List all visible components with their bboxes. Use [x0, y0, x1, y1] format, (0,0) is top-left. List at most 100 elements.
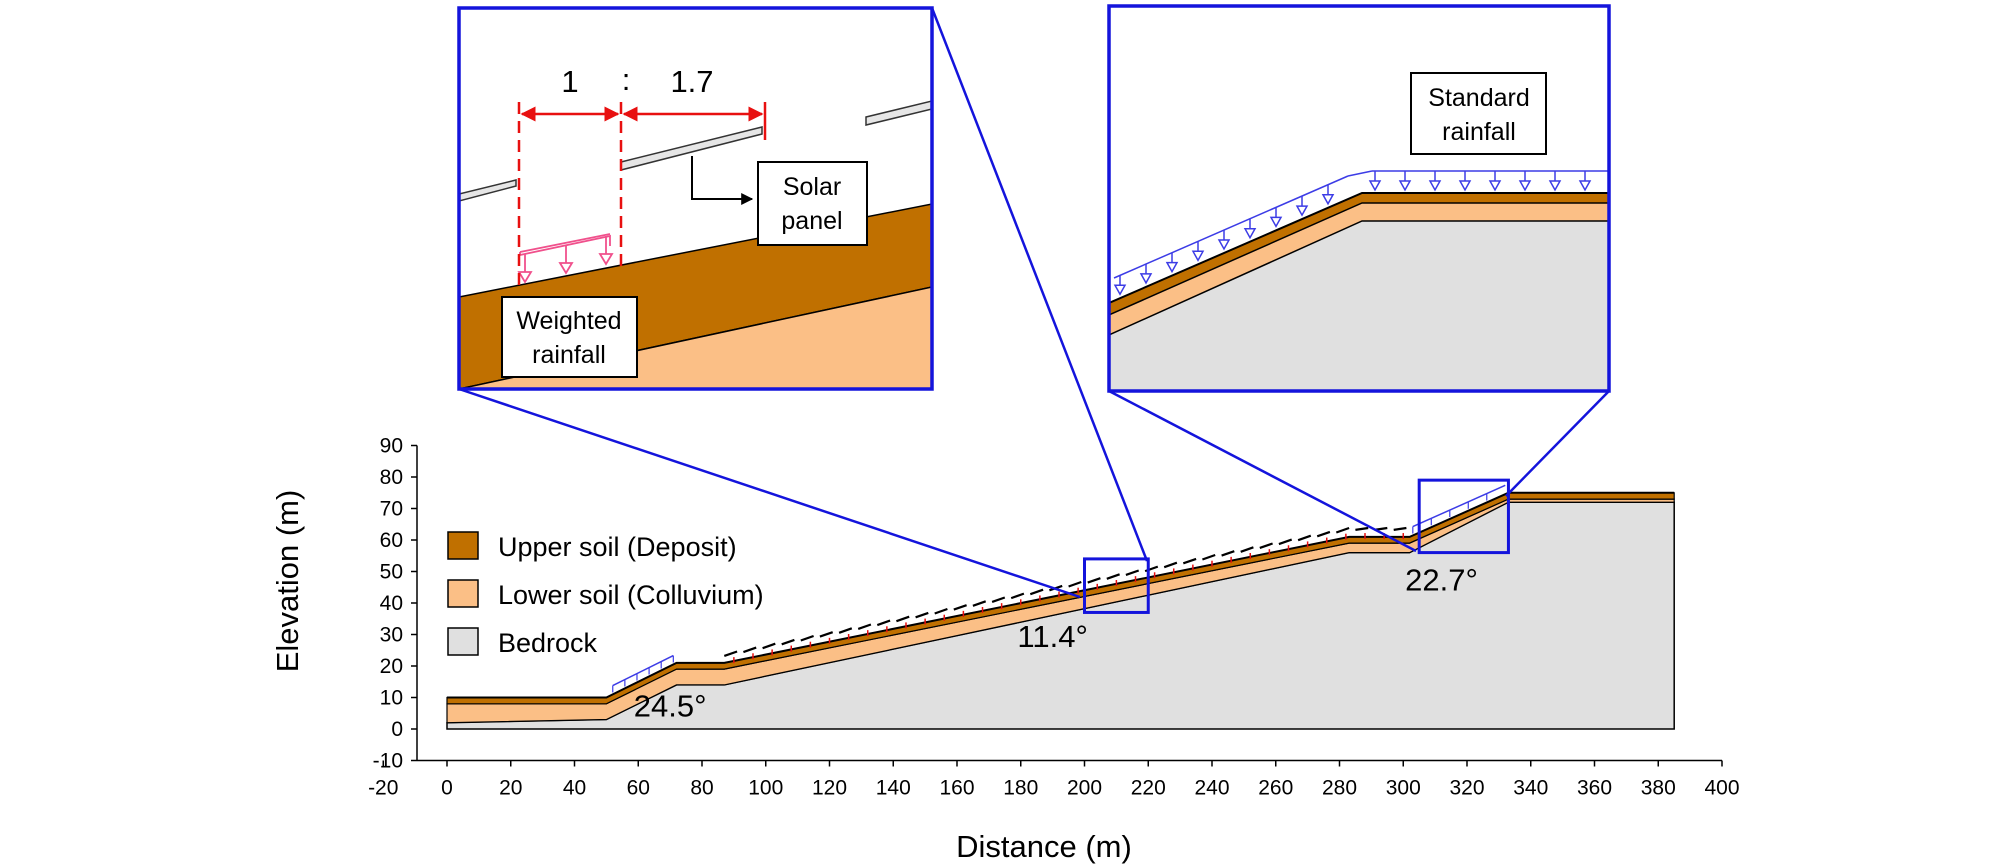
connector-right-b	[1505, 390, 1610, 497]
x-tick-label: 320	[1449, 777, 1484, 800]
std-rain-arrowhead	[1428, 180, 1442, 192]
connector-left-b	[930, 7, 1149, 562]
x-tick-label: 140	[876, 777, 911, 800]
weighted-rainfall-label-line2: rainfall	[532, 341, 606, 369]
solar-panels	[612, 484, 1506, 693]
x-tick-label: 380	[1641, 777, 1676, 800]
std-rain-arrowhead	[1295, 205, 1309, 217]
standard-rainfall-label-line2: rainfall	[1442, 118, 1516, 146]
legend-label-upper-soil: Upper soil (Deposit)	[498, 532, 737, 562]
soil-layers	[446, 491, 1675, 730]
legend-label-lower-soil: Lower soil (Colluvium)	[498, 580, 764, 610]
y-tick-label: 50	[380, 561, 403, 584]
y-tick-label: 10	[380, 687, 403, 710]
std-rain-arrowhead	[1368, 180, 1382, 192]
x-tick-label: 120	[812, 777, 847, 800]
y-tick-label: 80	[380, 466, 403, 489]
legend: Upper soil (Deposit) Lower soil (Colluvi…	[447, 531, 764, 658]
std-rain-arrowhead	[1578, 180, 1592, 192]
zoom-boxes	[1083, 478, 1510, 614]
std-rain-arrowhead	[1518, 180, 1532, 192]
inset-right-bedrock	[1109, 221, 1609, 391]
std-rain-arrowhead	[1548, 180, 1562, 192]
inset-left-dimension: 1 : 1.7	[517, 62, 767, 286]
inset-left-weighted-rainfall-arrows	[517, 233, 614, 284]
std-rain-arrowhead	[1398, 180, 1412, 192]
x-tick-label: 300	[1386, 777, 1421, 800]
inset-right-boundary-1	[1109, 202, 1609, 316]
std-rain-arrowhead	[1269, 216, 1283, 228]
x-tick-label: 240	[1194, 777, 1229, 800]
connector-left-a	[458, 387, 1081, 599]
ratio-right-label: 1.7	[670, 64, 713, 99]
std-rain-arrowhead	[1139, 273, 1153, 285]
inset-left-frame	[457, 6, 934, 391]
weighted-rainfall-label-line1: Weighted	[516, 307, 621, 335]
ratio-left-label: 1	[561, 64, 578, 99]
weighted-rainfall-callout-box	[501, 296, 638, 378]
y-tick-label: 30	[380, 624, 403, 647]
inset-standard-rainfall: Standard rainfall	[1107, 4, 1611, 393]
inset-right-standard-rainfall-arrows	[1113, 170, 1609, 296]
y-tick-label: 60	[380, 529, 403, 552]
y-tick-label: 90	[380, 435, 403, 458]
y-tick-label: 70	[380, 498, 403, 521]
legend-label-bedrock: Bedrock	[498, 628, 598, 658]
solar-panel-label-line1: Solar	[783, 173, 841, 201]
std-rain-arrowhead	[1217, 239, 1231, 251]
y-tick-label: 40	[380, 592, 403, 615]
standard-rain-slope-2	[1412, 484, 1506, 534]
x-tick-label: 0	[441, 777, 453, 800]
standard-rainfall-zoom	[1417, 478, 1510, 555]
x-tick-label: 60	[627, 777, 650, 800]
legend-swatch-upper-soil	[447, 531, 479, 560]
inset-right-frame	[1107, 4, 1611, 393]
angle-label-22-7: 22.7°	[1405, 562, 1478, 597]
inset-right-surface-line	[1109, 192, 1609, 304]
std-rain-arrowhead	[1191, 250, 1205, 262]
std-rain-arrowhead	[1165, 261, 1179, 274]
standard-rainfall-label-line1: Standard	[1428, 84, 1529, 112]
standard-rain-slope-1	[612, 654, 674, 693]
standard-rainfall-callout-box	[1410, 72, 1547, 155]
std-rain-rail-slope	[1113, 175, 1349, 279]
std-rain-arrowhead	[1488, 180, 1502, 192]
x-tick-label: 340	[1513, 777, 1548, 800]
std-rain-arrowhead	[1321, 194, 1335, 206]
x-tick-label: 260	[1258, 777, 1293, 800]
x-tick-label: -20	[368, 777, 398, 800]
solar-panel-leader	[691, 156, 754, 205]
y-tick-label: 0	[391, 718, 403, 741]
solar-panel-callout-box	[757, 161, 868, 246]
std-rain-arrowhead	[1243, 227, 1257, 240]
x-tick-label: 220	[1131, 777, 1166, 800]
x-tick-label: 360	[1577, 777, 1612, 800]
ratio-separator: :	[622, 62, 631, 97]
x-tick-label: 100	[748, 777, 783, 800]
x-tick-label: 80	[690, 777, 713, 800]
x-axis-title: Distance (m)	[956, 829, 1132, 864]
solar-panel-array	[723, 526, 1407, 657]
std-rain-arrowhead	[1113, 284, 1127, 296]
inset-right-lower-soil	[1109, 203, 1609, 335]
angle-label-11-4: 11.4°	[1017, 619, 1087, 654]
inset-right-boundary-2	[1109, 220, 1609, 336]
inset-left-solar-panel-3	[865, 100, 932, 126]
chart-axes: -10 0 10 20 30 40 50 60 70 80 90 -20 0 20 40 60 80 100 120…	[368, 435, 1739, 800]
angle-label-24-5: 24.5°	[634, 688, 707, 723]
x-tick-label: 180	[1003, 777, 1038, 800]
ground-surface-line	[447, 491, 1675, 699]
legend-swatch-lower-soil	[447, 579, 479, 608]
y-tick-label: -10	[373, 750, 403, 773]
legend-swatch-bedrock	[447, 627, 479, 656]
connector-right-a	[1108, 389, 1417, 553]
x-tick-label: 20	[499, 777, 522, 800]
x-tick-label: 40	[563, 777, 586, 800]
x-tick-label: 160	[939, 777, 974, 800]
inset-weighted-rainfall: 1 : 1.7 Solar panel Weighted rainfall	[457, 6, 934, 391]
std-rain-rail-joint	[1347, 170, 1373, 177]
zoom-connector-lines	[458, 7, 1610, 599]
y-axis-title: Elevation (m)	[270, 490, 305, 673]
weighted-rainfall-zoom	[1083, 557, 1150, 614]
